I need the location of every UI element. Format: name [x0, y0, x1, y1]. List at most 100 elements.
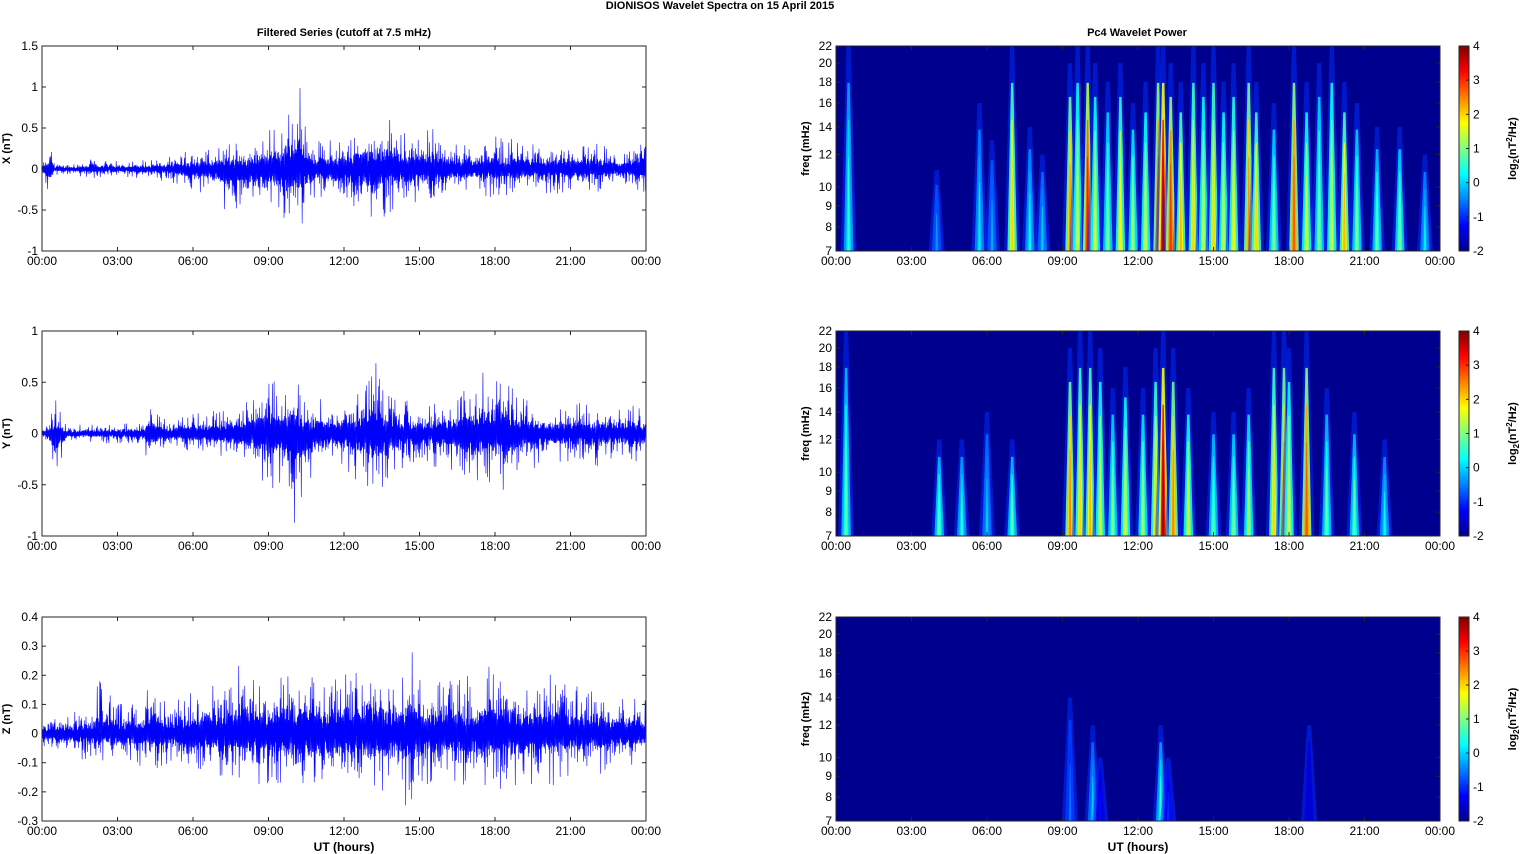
- x-tick-label: 03:00: [896, 539, 926, 553]
- colorbar-tick-label: 0: [1473, 461, 1480, 475]
- y-tick-label: 20: [819, 56, 833, 70]
- wavelet-burst: [1119, 164, 1122, 251]
- y-tick-label: 12: [819, 148, 833, 162]
- x-tick-label: 18:00: [1274, 539, 1304, 553]
- colorbar-tick-label: 1: [1473, 142, 1480, 156]
- wavelet-burst: [1192, 156, 1195, 251]
- y-tick-label: 16: [819, 667, 833, 681]
- x-tick-label: 00:00: [821, 824, 851, 838]
- wavelet-burst: [1292, 156, 1296, 251]
- x-tick-label: 00:00: [631, 539, 661, 553]
- wavelet-burst: [1144, 173, 1147, 251]
- y-tick-label: 14: [819, 691, 833, 705]
- colorbar-tick-label: 3: [1473, 358, 1480, 372]
- x-tick-label: 21:00: [1349, 254, 1379, 268]
- wavelet-burst: [1028, 193, 1032, 251]
- colorbar-label: log2(nT2/Hz): [1505, 687, 1521, 750]
- colorbar-tick-label: 3: [1473, 73, 1480, 87]
- wavelet-burst: [1398, 193, 1401, 251]
- y-tick-label: 14: [819, 405, 833, 419]
- y-tick-label: 8: [825, 220, 832, 234]
- colorbar-tick-label: -2: [1473, 529, 1484, 543]
- x-tick-label: 09:00: [253, 539, 283, 553]
- x-tick-label: 15:00: [1198, 254, 1228, 268]
- colorbar-label-part: /Hz): [1507, 117, 1519, 138]
- y-axis-label: Y (nT): [1, 418, 13, 449]
- wavelet-burst: [1305, 441, 1308, 536]
- wavelet-burst: [1106, 173, 1110, 251]
- signal-trace-core: [41, 409, 647, 459]
- x-tick-label: 15:00: [404, 539, 434, 553]
- x-tick-label: 21:00: [555, 539, 585, 553]
- wavelet-burst: [1099, 791, 1102, 821]
- wavelet-burst: [1375, 193, 1379, 251]
- y-tick-label: 22: [819, 324, 833, 338]
- wavelet-burst: [1068, 764, 1072, 821]
- y-tick-label: 0.5: [21, 121, 38, 135]
- wavelet-burst: [1330, 156, 1334, 251]
- x-tick-label: 06:00: [178, 254, 208, 268]
- wavelet-burst: [1161, 441, 1165, 536]
- x-tick-label: 06:00: [178, 539, 208, 553]
- spectrogram-bursts: [1062, 697, 1318, 821]
- wavelet-burst: [1222, 173, 1225, 251]
- colorbar-tick-label: -1: [1473, 780, 1484, 794]
- wavelet-burst: [1317, 164, 1321, 251]
- colorbar-tick-label: 0: [1473, 176, 1480, 190]
- wavelet-burst: [1093, 164, 1097, 251]
- x-tick-label: 00:00: [1425, 254, 1455, 268]
- wavelet-burst: [1172, 449, 1175, 536]
- colorbar-label-part: 2: [1505, 707, 1514, 712]
- y-tick-label: -1: [27, 244, 38, 258]
- y-tick-label: 22: [819, 39, 833, 53]
- y-tick-label: 20: [819, 627, 833, 641]
- y-tick-label: 7: [825, 244, 832, 258]
- plot-area: [42, 46, 646, 251]
- wavelet-burst: [1076, 156, 1079, 251]
- y-tick-label: -0.5: [17, 478, 38, 492]
- colorbar-tick-label: 1: [1473, 712, 1480, 726]
- wavelet-burst: [1212, 478, 1215, 536]
- y-tick-label: 10: [819, 180, 833, 194]
- y-tick-label: 0.2: [21, 668, 38, 682]
- colorbar-label-part: /Hz): [1507, 687, 1519, 708]
- x-tick-label: 09:00: [253, 254, 283, 268]
- colorbar-tick-label: -1: [1473, 210, 1484, 224]
- y-tick-label: 18: [819, 360, 833, 374]
- y-tick-label: 9: [825, 199, 832, 213]
- wavelet-burst: [978, 182, 981, 251]
- x-tick-label: 12:00: [329, 539, 359, 553]
- y-tick-label: -1: [27, 529, 38, 543]
- y-axis-label: freq (mHz): [800, 691, 812, 746]
- y-tick-label: 7: [825, 529, 832, 543]
- spectrogram-bursts: [838, 331, 1393, 536]
- x-tick-label: 15:00: [404, 254, 434, 268]
- wavelet-burst: [1041, 206, 1044, 251]
- y-tick-label: 20: [819, 341, 833, 355]
- x-tick-label: 15:00: [404, 824, 434, 838]
- x-axis-label: UT (hours): [314, 840, 375, 854]
- y-tick-label: 0.1: [21, 697, 38, 711]
- wavelet-burst: [847, 156, 850, 251]
- wavelet-burst: [1068, 449, 1072, 536]
- colorbar-tick-label: 1: [1473, 427, 1480, 441]
- colorbar-label-part: 2: [1512, 443, 1521, 448]
- x-tick-label: 18:00: [480, 539, 510, 553]
- x-tick-label: 00:00: [27, 824, 57, 838]
- x-tick-label: 12:00: [1123, 824, 1153, 838]
- wavelet-burst: [1202, 164, 1205, 251]
- y-axis-label: Z (nT): [1, 703, 13, 734]
- colorbar-label-part: log: [1507, 448, 1519, 465]
- wavelet-burst: [1232, 478, 1235, 536]
- y-tick-label: -0.5: [17, 203, 38, 217]
- wavelet-burst: [1325, 467, 1328, 536]
- wavelet-burst: [937, 491, 941, 536]
- wavelet-burst: [1141, 467, 1145, 536]
- colorbar-label-part: (nT: [1507, 712, 1519, 729]
- x-tick-label: 21:00: [1349, 539, 1379, 553]
- spectrogram-bursts: [840, 46, 1433, 251]
- wavelet-burst: [1255, 173, 1258, 251]
- y-tick-label: 16: [819, 96, 833, 110]
